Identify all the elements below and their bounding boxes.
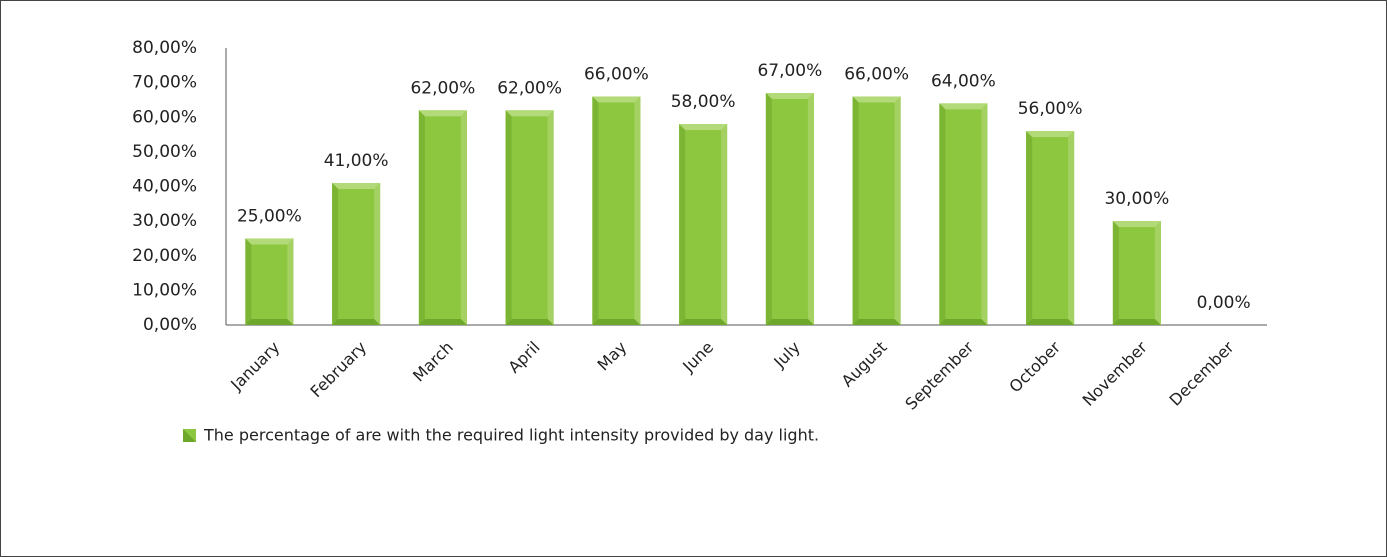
bar-bevel-top <box>332 183 381 190</box>
bar-bevel-bottom <box>592 319 641 325</box>
bar-bevel-top <box>1026 131 1075 138</box>
y-tick-label: 0,00% <box>143 315 197 335</box>
bar-bevel-bottom <box>1026 319 1075 325</box>
bar-bevel-left <box>505 110 512 325</box>
bar-bevel-right <box>1154 221 1161 325</box>
bar-bevel-right <box>894 96 901 325</box>
bar <box>679 124 728 325</box>
bar-bevel-top <box>939 103 988 110</box>
bar-bevel-bottom <box>332 319 381 325</box>
y-tick-label: 50,00% <box>132 142 197 162</box>
value-label: 0,00% <box>1197 293 1251 313</box>
y-tick-label: 60,00% <box>132 107 197 127</box>
y-tick-label: 30,00% <box>132 211 197 231</box>
bar-bevel-left <box>679 124 686 325</box>
bar-bevel-top <box>765 93 814 100</box>
bar-bevel-right <box>1068 131 1075 325</box>
bar <box>418 110 467 325</box>
bar-bevel-bottom <box>765 319 814 325</box>
bar-bevel-bottom <box>418 319 467 325</box>
bar-bevel-right <box>460 110 467 325</box>
y-tick-label: 20,00% <box>132 246 197 266</box>
bar-bevel-right <box>634 96 641 325</box>
bar <box>1112 221 1161 325</box>
bar-bevel-right <box>981 103 988 326</box>
bar-bevel-top <box>592 96 641 103</box>
bar-bevel-left <box>245 238 252 325</box>
bar-bevel-bottom <box>939 319 988 325</box>
value-label: 30,00% <box>1104 189 1169 209</box>
y-tick-label: 80,00% <box>132 38 197 58</box>
y-tick-label: 10,00% <box>132 280 197 300</box>
legend-label: The percentage of are with the required … <box>203 426 819 445</box>
bar <box>852 96 901 325</box>
bar <box>332 183 381 325</box>
bar-bevel-left <box>852 96 859 325</box>
value-label: 56,00% <box>1018 99 1083 119</box>
value-label: 25,00% <box>237 206 302 226</box>
value-label: 66,00% <box>844 64 909 84</box>
legend-swatch-shade <box>183 429 196 442</box>
value-label: 66,00% <box>584 64 649 84</box>
bar-bevel-left <box>939 103 946 326</box>
value-label: 67,00% <box>757 61 822 81</box>
bar-bevel-left <box>1112 221 1119 325</box>
bar-bevel-bottom <box>505 319 554 325</box>
value-label: 41,00% <box>324 151 389 171</box>
bar-bevel-left <box>765 93 772 325</box>
bar <box>939 103 988 326</box>
bar-bevel-top <box>679 124 728 131</box>
bar-bevel-bottom <box>679 319 728 325</box>
bar <box>592 96 641 325</box>
bar-bevel-top <box>418 110 467 117</box>
bar-bevel-top <box>505 110 554 117</box>
value-label: 62,00% <box>497 78 562 98</box>
bar-bevel-right <box>547 110 554 325</box>
bar-bevel-left <box>332 183 339 325</box>
value-label: 64,00% <box>931 71 996 91</box>
bar-bevel-right <box>287 238 294 325</box>
bar-bevel-top <box>852 96 901 103</box>
bar <box>765 93 814 325</box>
value-label: 58,00% <box>671 92 736 112</box>
bar <box>505 110 554 325</box>
bar-bevel-left <box>1026 131 1033 325</box>
bar-bevel-bottom <box>245 319 294 325</box>
bar <box>1026 131 1075 325</box>
bar-bevel-left <box>418 110 425 325</box>
y-tick-label: 40,00% <box>132 177 197 197</box>
bar-bevel-bottom <box>852 319 901 325</box>
bar <box>245 238 294 325</box>
bar-bevel-right <box>721 124 728 325</box>
bar-bevel-right <box>807 93 814 325</box>
value-label: 62,00% <box>410 78 475 98</box>
y-tick-label: 70,00% <box>132 73 197 93</box>
bar-bevel-right <box>374 183 381 325</box>
bar-bevel-top <box>245 238 294 245</box>
bar-bevel-bottom <box>1112 319 1161 325</box>
bar-bevel-top <box>1112 221 1161 228</box>
bar-bevel-left <box>592 96 599 325</box>
